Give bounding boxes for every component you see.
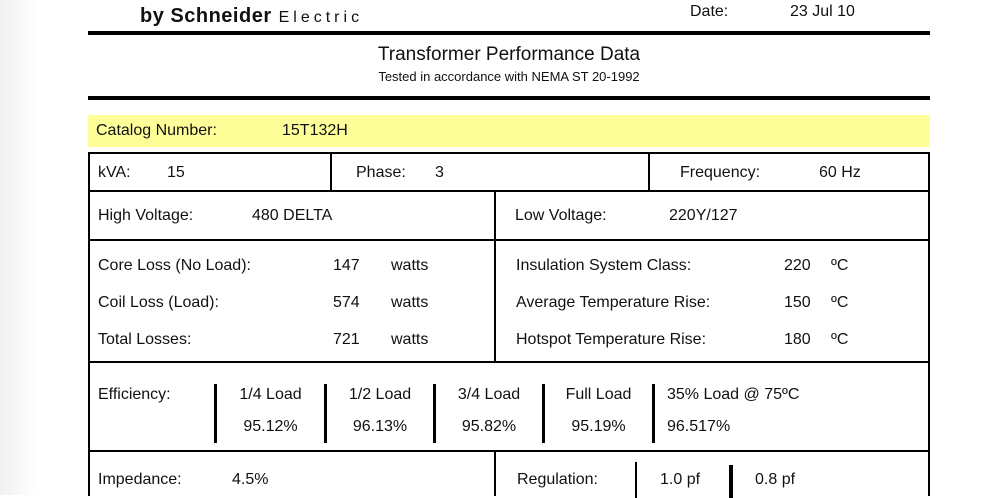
schneider-electric-logo: by Schneider Electric — [140, 5, 363, 28]
avg-temp-rise-row: Average Temperature Rise: 150 ºC — [516, 293, 848, 313]
column-divider — [652, 384, 655, 443]
coil-loss-row: Coil Loss (Load): 574 watts — [98, 293, 428, 313]
efficiency-value: 96.517% — [667, 418, 731, 435]
total-losses-unit: watts — [391, 331, 429, 348]
efficiency-col-full-load: Full Load 95.19% — [545, 363, 652, 450]
cell-divider — [330, 154, 332, 190]
ratings-row: kVA: 15 Phase: 3 Frequency: 60 Hz — [88, 152, 930, 192]
kva-label: kVA: — [98, 164, 131, 181]
avg-temp-rise-value: 150 — [784, 294, 811, 311]
total-losses-row: Total Losses: 721 watts — [98, 330, 428, 350]
voltage-row: High Voltage: 480 DELTA Low Voltage: 220… — [88, 190, 930, 241]
regulation-label: Regulation: — [517, 471, 598, 488]
load-level-label: Full Load — [565, 386, 632, 403]
high-voltage-value: 480 DELTA — [252, 207, 333, 224]
efficiency-value: 95.82% — [461, 418, 517, 435]
header-top-rule — [88, 31, 930, 35]
impedance-label: Impedance: — [98, 471, 182, 488]
load-level-label: 35% Load @ 75ºC — [667, 386, 800, 403]
avg-temp-rise-label: Average Temperature Rise: — [516, 294, 711, 311]
impedance-value: 4.5% — [232, 471, 269, 488]
kva-value: 15 — [167, 164, 185, 181]
regulation-divider-bold — [729, 465, 733, 498]
cell-divider — [494, 192, 496, 239]
scan-edge-shading — [0, 0, 38, 495]
losses-thermal-section: Core Loss (No Load): 147 watts Coil Loss (… — [88, 239, 930, 363]
high-voltage-label: High Voltage: — [98, 207, 194, 224]
avg-temp-rise-unit: ºC — [831, 294, 849, 311]
cell-divider — [494, 241, 496, 361]
coil-loss-label: Coil Loss (Load): — [98, 294, 219, 311]
hotspot-temp-rise-row: Hotspot Temperature Rise: 180 ºC — [516, 330, 848, 350]
insulation-class-row: Insulation System Class: 220 ºC — [516, 256, 848, 276]
column-divider — [324, 384, 327, 443]
coil-loss-unit: watts — [391, 294, 429, 311]
document-title: Transformer Performance Data — [377, 44, 641, 65]
efficiency-section: Efficiency: 1/4 Load 95.12% 1/2 Load 96.… — [88, 361, 930, 452]
cell-divider — [648, 154, 650, 190]
regulation-pf1-value: 1.0 pf — [660, 471, 701, 488]
hotspot-temp-rise-unit: ºC — [831, 331, 849, 348]
efficiency-value: 95.19% — [571, 418, 626, 435]
coil-loss-value: 574 — [333, 294, 360, 311]
load-level-label: 3/4 Load — [457, 386, 521, 403]
total-losses-label: Total Losses: — [98, 331, 192, 348]
catalog-number-value: 15T132H — [282, 122, 348, 139]
cell-divider — [494, 452, 496, 496]
load-level-label: 1/2 Load — [348, 386, 412, 403]
insulation-class-value: 220 — [784, 257, 811, 274]
column-divider — [433, 384, 436, 443]
column-divider — [542, 384, 545, 443]
catalog-number-band: Catalog Number: 15T132H — [88, 115, 930, 147]
efficiency-col-quarter-load: 1/4 Load 95.12% — [217, 363, 324, 450]
frequency-label: Frequency: — [680, 164, 761, 181]
core-loss-value: 147 — [333, 257, 360, 274]
logo-electric-text: Electric — [278, 9, 364, 26]
insulation-class-label: Insulation System Class: — [516, 257, 692, 274]
efficiency-label: Efficiency: — [98, 386, 171, 403]
efficiency-col-three-quarter-load: 3/4 Load 95.82% — [436, 363, 542, 450]
header-bottom-rule — [88, 96, 930, 100]
phase-value: 3 — [435, 164, 444, 181]
regulation-divider — [635, 462, 637, 498]
core-loss-label: Core Loss (No Load): — [98, 257, 251, 274]
core-loss-unit: watts — [391, 257, 429, 274]
date-value: 23 Jul 10 — [790, 3, 855, 20]
load-level-label: 1/4 Load — [239, 386, 302, 403]
catalog-number-label: Catalog Number: — [96, 122, 217, 139]
column-divider — [214, 384, 217, 443]
hotspot-temp-rise-label: Hotspot Temperature Rise: — [516, 331, 707, 348]
core-loss-row: Core Loss (No Load): 147 watts — [98, 256, 428, 276]
document-subtitle: Tested in accordance with NEMA ST 20-199… — [378, 69, 640, 84]
low-voltage-label: Low Voltage: — [515, 207, 607, 224]
frequency-value: 60 Hz — [819, 164, 861, 181]
regulation-pf2-value: 0.8 pf — [755, 471, 796, 488]
impedance-regulation-row: Impedance: 4.5% Regulation: 1.0 pf 0.8 p… — [88, 450, 930, 498]
phase-label: Phase: — [356, 164, 406, 181]
low-voltage-value: 220Y/127 — [669, 207, 738, 224]
hotspot-temp-rise-value: 180 — [784, 331, 811, 348]
logo-by-schneider-text: by Schneider — [140, 5, 272, 27]
efficiency-col-35pct-load: 35% Load @ 75ºC 96.517% — [655, 363, 928, 450]
total-losses-value: 721 — [333, 331, 360, 348]
date-label: Date: — [690, 3, 729, 20]
efficiency-col-half-load: 1/2 Load 96.13% — [327, 363, 433, 450]
insulation-class-unit: ºC — [831, 257, 849, 274]
efficiency-value: 96.13% — [352, 418, 408, 435]
efficiency-value: 95.12% — [243, 418, 298, 435]
